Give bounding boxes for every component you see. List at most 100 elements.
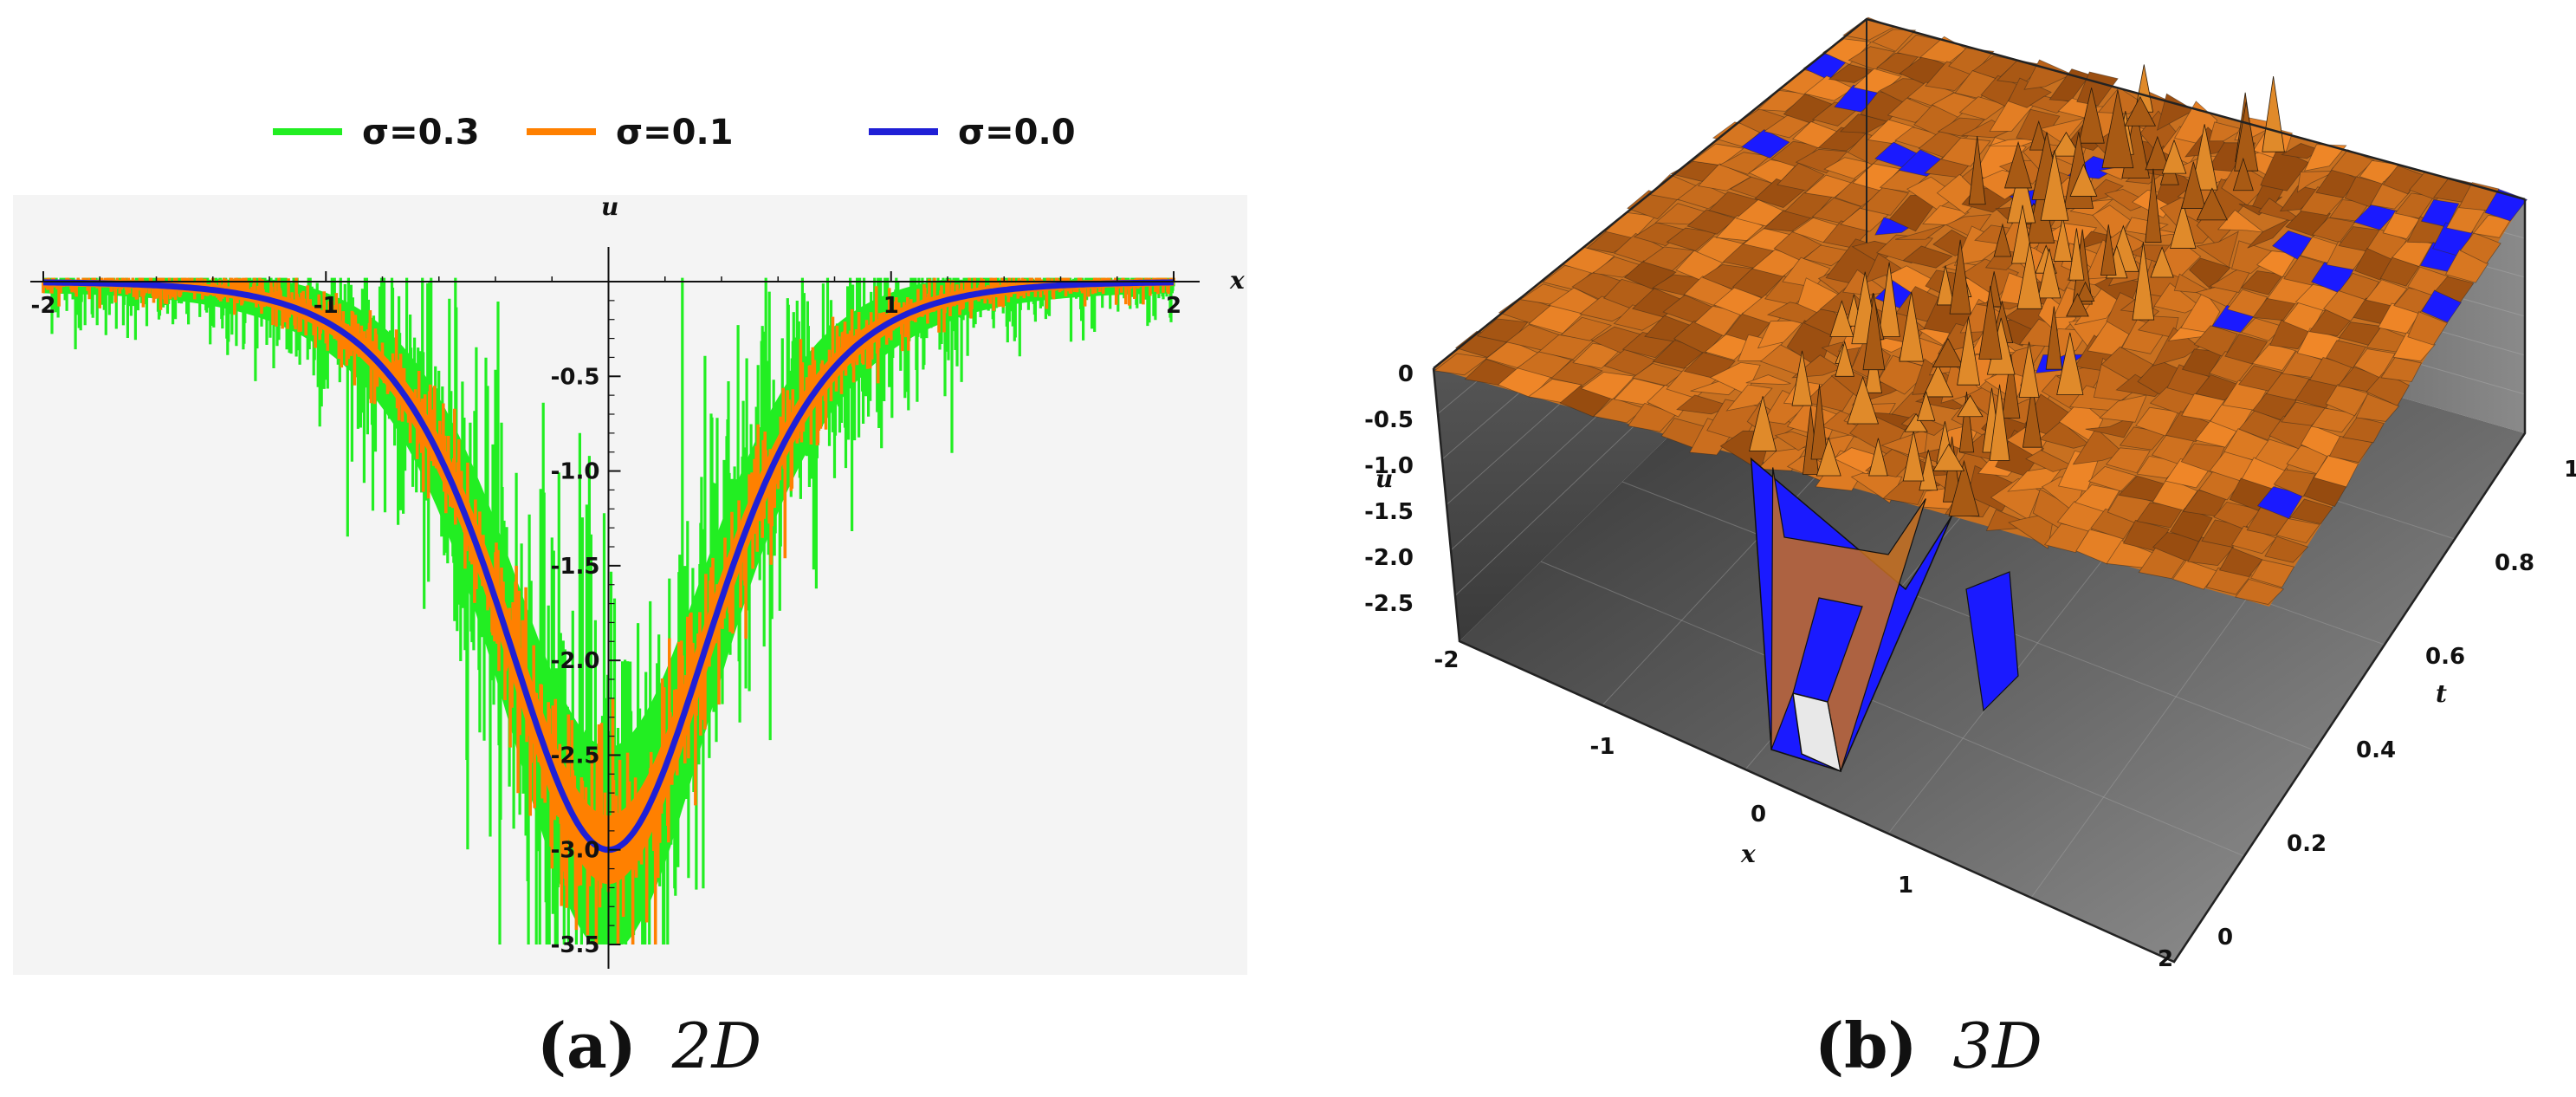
surface-patch	[1560, 316, 1613, 341]
chart-3d: -2 -1 0 1 2 0 0.2 0.4 0.6 0.8 1.0 0 -0.5 -1.0 -1.5 -2.0…	[1364, 16, 2576, 1082]
surface-spike	[2001, 354, 2021, 419]
t-tick-label-3d: 1.0	[2564, 457, 2576, 483]
surface-spike	[1847, 375, 1880, 425]
surface-spike	[1815, 436, 1841, 477]
t-tick-label-3d: 0	[2217, 925, 2233, 951]
z-tick-label-3d: -1.0	[1364, 453, 1414, 479]
surface-patch	[1745, 374, 1791, 386]
surface-spike	[1978, 285, 2003, 360]
caption-b-text: 3D	[1952, 1009, 2042, 1082]
surface-spike	[2145, 135, 2171, 171]
surface-patch	[1948, 48, 1995, 76]
caption-b: (b) 3D	[1815, 1009, 2042, 1082]
surface-spike	[2078, 88, 2105, 144]
surface-patch	[2289, 498, 2333, 525]
legend-label-2: σ=0.0	[958, 113, 1076, 153]
surface-spike	[2069, 163, 2098, 197]
x-tick-label-2d: -2	[31, 293, 56, 319]
surface-spike	[2066, 293, 2089, 317]
surface-spike	[1868, 438, 1888, 477]
surface-spike	[2037, 248, 2061, 299]
x-tick-label-3d: 2	[2158, 946, 2173, 972]
surface-patch	[1945, 214, 1992, 239]
surface-spike	[1932, 443, 1965, 471]
y-tick-label-2d: -2.5	[551, 743, 600, 769]
surface-spike	[2196, 187, 2228, 221]
surface-patch	[2392, 332, 2436, 362]
surface-spike	[1932, 337, 1964, 367]
surface-spike	[2100, 224, 2117, 276]
surface-spike	[2075, 281, 2095, 302]
surface-patch	[1516, 350, 1572, 379]
surface-spike	[1904, 412, 1928, 432]
surface-spike	[1958, 392, 1975, 453]
surface-spike	[2029, 120, 2049, 151]
surface-spike	[2145, 168, 2162, 243]
surface-spike	[2022, 385, 2042, 448]
x-tick-label-3d: 0	[1751, 802, 1766, 828]
surface-spike	[2003, 140, 2033, 189]
surface-patch	[2152, 327, 2200, 367]
x-tick-label-2d: -1	[314, 293, 339, 319]
surface-spike	[1948, 459, 1980, 516]
surface-patch	[1876, 234, 1934, 264]
surface-spike	[2169, 201, 2197, 249]
z-tick-label-3d: -2.5	[1364, 591, 1414, 617]
surface-patch	[2380, 357, 2423, 382]
surface-spike	[1957, 316, 1981, 386]
x-axis-label-3d: x	[1740, 840, 1756, 868]
surface-patch	[2058, 399, 2104, 443]
caption-a-text: 2D	[671, 1009, 762, 1082]
box-edge-front	[1432, 199, 2527, 964]
z-tick-label-3d: 0	[1398, 361, 1414, 387]
floor-gridline	[1540, 561, 2245, 857]
surface-patch	[2264, 536, 2309, 563]
x-axis-label-2d: x	[1229, 266, 1245, 295]
surface-patch	[1867, 119, 1915, 145]
x-tick-label-3d: 1	[1898, 873, 1913, 899]
surface-patch	[2189, 257, 2231, 289]
surface-patch	[2251, 343, 2296, 371]
floor-gridline	[1621, 481, 2315, 751]
surface-spike	[1957, 394, 1984, 418]
surface-spike	[1749, 396, 1777, 451]
surface-spike	[1829, 300, 1854, 337]
surface-spike	[2018, 341, 2040, 398]
surface-spike	[2161, 139, 2187, 174]
surface-patch	[2180, 289, 2221, 334]
surface-spike	[2191, 124, 2218, 191]
surface-patch	[2125, 217, 2169, 236]
surface-spike	[2056, 332, 2084, 395]
t-tick-label-3d: 0.2	[2287, 831, 2327, 857]
surface-patch	[2196, 230, 2239, 269]
surface-patch	[2303, 144, 2347, 172]
surface-spike	[2262, 76, 2285, 153]
surface-patch	[2106, 292, 2160, 337]
surface-patch	[2105, 447, 2151, 474]
surface-patch	[2392, 237, 2433, 267]
caption-a: (a) 2D	[537, 1009, 761, 1082]
t-tick-label-3d: 0.4	[2356, 737, 2396, 763]
surface-spike	[1899, 291, 1924, 362]
surface-patch	[2008, 77, 2052, 108]
surface-spike	[1902, 431, 1925, 482]
surface-spike	[1968, 136, 1986, 205]
x-tick-label-2d: 1	[883, 293, 899, 319]
legend-2d: σ=0.3 σ=0.1 σ=0.0	[273, 113, 1076, 153]
surface-spike	[2045, 306, 2062, 370]
surface-patch	[1860, 186, 1910, 216]
well-wall	[1770, 467, 1926, 772]
t-tick-label-3d: 0.8	[2495, 550, 2534, 576]
surface-spike	[1993, 223, 2012, 257]
ticks-2d: -2 -1 1 2 -0.5 -1.0 -1.5 -2.0 -2.5 -3.0 -3.5	[31, 271, 1181, 958]
surface-patch	[1691, 143, 1744, 166]
surface-spike	[1810, 384, 1828, 460]
x-tick-label-3d: -1	[1590, 734, 1615, 760]
x-tick-label-2d: 2	[1166, 293, 1181, 319]
surface-patch	[2338, 272, 2380, 301]
surface-patch	[2434, 276, 2475, 303]
surface-patch	[1871, 29, 1917, 52]
surface-patch	[1740, 129, 1790, 159]
y-tick-label-2d: -3.0	[551, 838, 600, 864]
surface-spike	[2053, 217, 2073, 262]
